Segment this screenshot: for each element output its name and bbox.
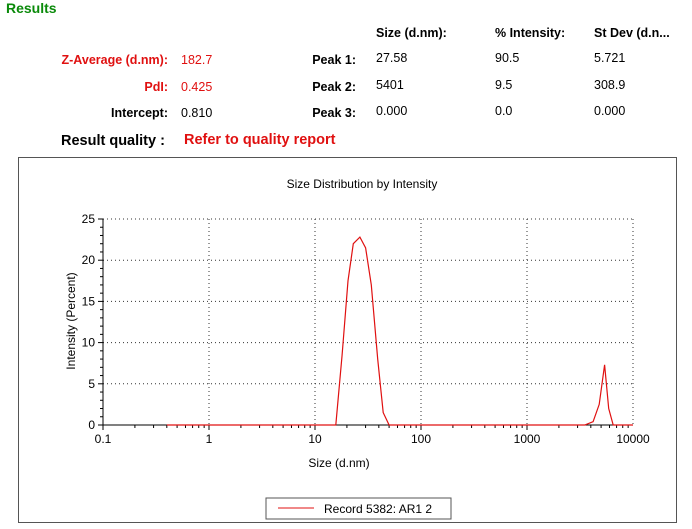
peak-1-label: Peak 1: (312, 53, 356, 67)
series-line (166, 236, 633, 426)
size-distribution-chart: Size Distribution by Intensity Size (d.n… (64, 177, 650, 520)
intercept-value: 0.810 (181, 106, 213, 120)
y-axis-label: Intensity (Percent) (64, 272, 78, 369)
y-tick-label: 20 (82, 253, 96, 267)
y-tick-label: 25 (82, 212, 96, 226)
result-quality-label: Result quality : (61, 133, 165, 149)
size-distribution-chart-panel: Size Distribution by Intensity Size (d.n… (18, 157, 677, 523)
peak-3-intensity: 0.0 (495, 104, 513, 118)
quality-report-link[interactable]: Refer to quality report (184, 132, 336, 148)
z-average-value: 182.7 (181, 53, 213, 67)
x-tick-label: 10 (308, 432, 322, 446)
x-tick-label: 100 (411, 432, 431, 446)
peak-2-stdev: 308.9 (594, 78, 626, 92)
x-tick-label: 10000 (616, 432, 650, 446)
intercept-label: Intercept: (111, 106, 168, 120)
y-tick-label: 0 (88, 418, 95, 432)
intensity-header: % Intensity: (495, 26, 566, 40)
x-tick-label: 1000 (514, 432, 541, 446)
y-tick-label: 10 (82, 336, 96, 350)
peak-2-size: 5401 (376, 78, 404, 92)
pdi-value: 0.425 (181, 80, 213, 94)
peak-3-size: 0.000 (376, 104, 408, 118)
peak-1-size: 27.58 (376, 51, 408, 65)
legend-label: Record 5382: AR1 2 (324, 502, 432, 516)
y-tick-label: 15 (82, 294, 96, 308)
stdev-header: St Dev (d.n... (594, 26, 670, 40)
peak-2-label: Peak 2: (312, 80, 356, 94)
x-axis-label: Size (d.nm) (308, 456, 369, 470)
z-average-label: Z-Average (d.nm): (61, 53, 169, 67)
peak-1-stdev: 5.721 (594, 51, 626, 65)
x-tick-label: 0.1 (95, 432, 112, 446)
peak-2-intensity: 9.5 (495, 78, 513, 92)
peak-3-stdev: 0.000 (594, 104, 626, 118)
chart-title: Size Distribution by Intensity (287, 177, 438, 191)
y-tick-label: 5 (88, 377, 95, 391)
chart-legend: Record 5382: AR1 2 (265, 497, 452, 520)
peak-1-intensity: 90.5 (495, 51, 520, 65)
size-header: Size (d.nm): (376, 26, 447, 40)
peak-3-label: Peak 3: (312, 106, 356, 120)
results-title: Results (6, 0, 57, 16)
x-tick-label: 1 (206, 432, 213, 446)
pdi-label: PdI: (144, 80, 168, 94)
